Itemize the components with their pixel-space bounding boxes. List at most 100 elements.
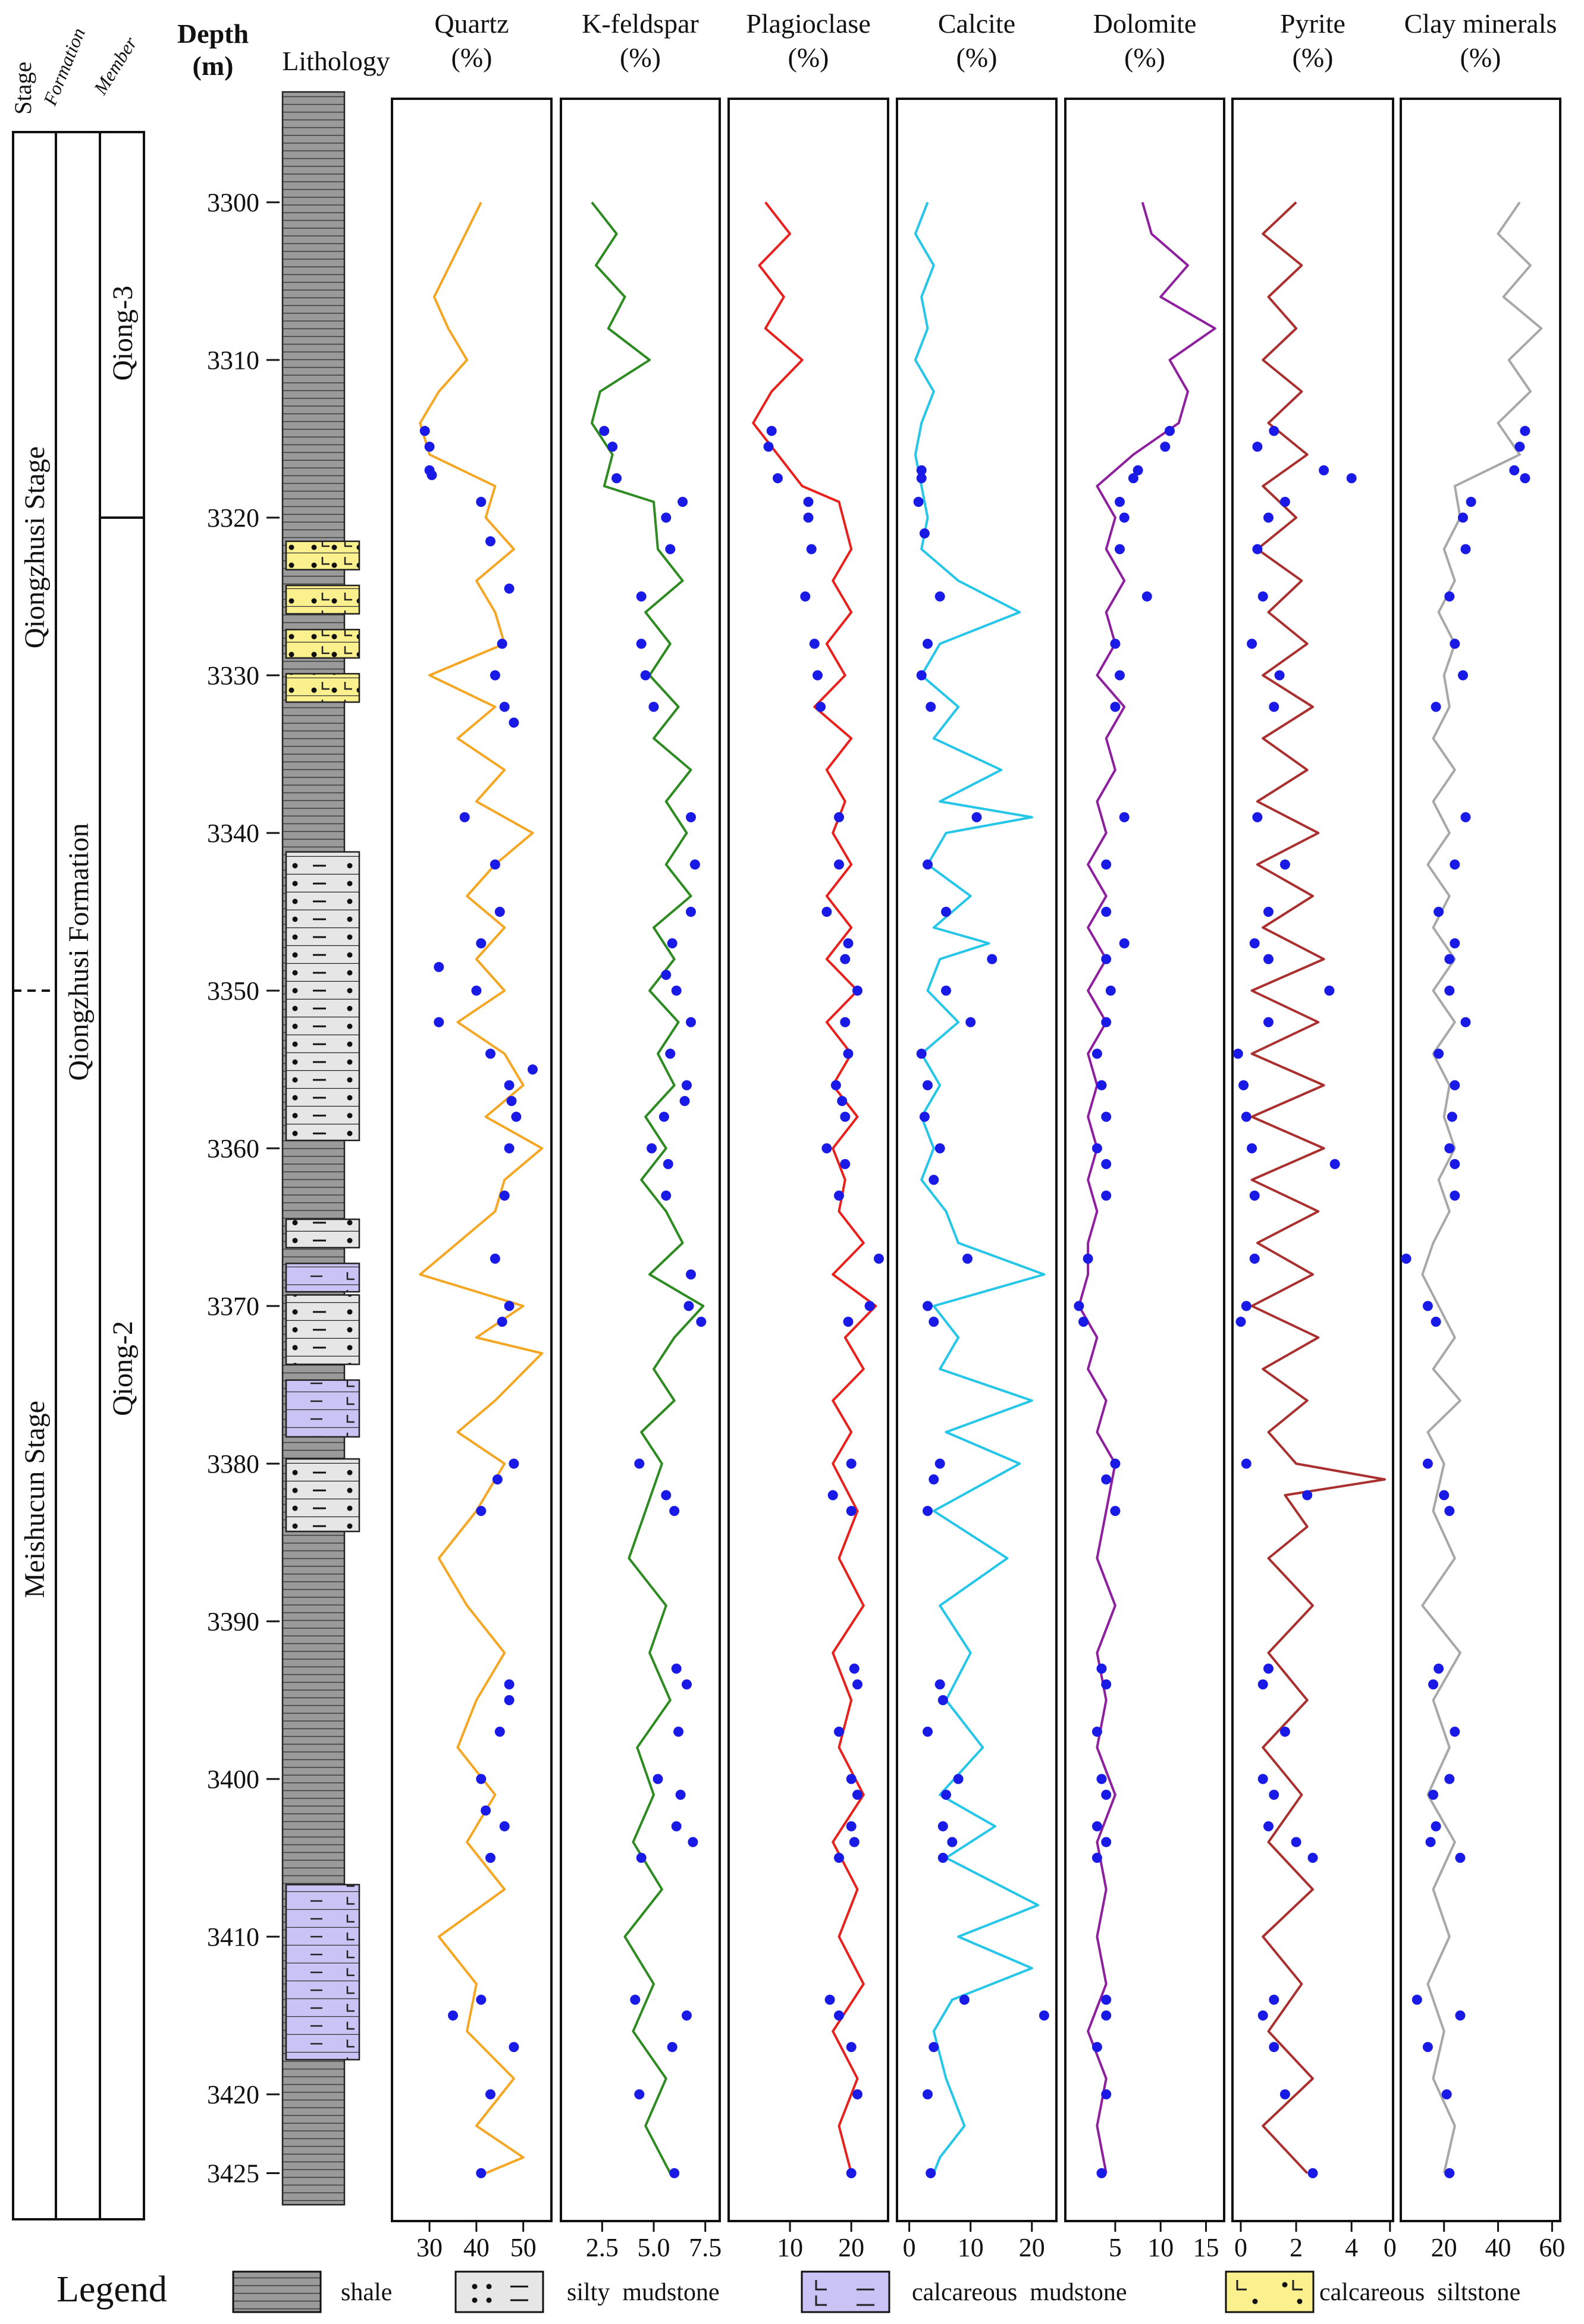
member-upper-label: Qiong-3	[107, 286, 139, 381]
sample-point-plagioclase-16	[840, 1017, 851, 1028]
sample-point-k-feldspar-13	[667, 938, 677, 948]
sample-point-quartz-28	[509, 1458, 519, 1469]
sample-point-plagioclase-24	[874, 1254, 884, 1264]
lithology-column	[281, 91, 360, 2206]
sample-point-k-feldspar-27	[634, 1458, 645, 1469]
panel-frame-pyrite	[1231, 98, 1394, 2222]
sample-point-pyrite-30	[1257, 1679, 1268, 1690]
panel-title-dolomite: Dolomite	[1093, 8, 1197, 39]
sample-point-pyrite-5	[1263, 512, 1274, 523]
sample-point-calcite-27	[923, 1727, 933, 1737]
sample-point-pyrite-23	[1249, 1191, 1260, 1201]
lithology-shale-column	[281, 91, 346, 2206]
sample-point-clay-minerals-6	[1460, 544, 1471, 555]
sample-point-k-feldspar-2	[611, 473, 622, 484]
depth-header: Depth	[177, 18, 249, 49]
sample-point-clay-minerals-1	[1514, 441, 1525, 452]
sample-point-pyrite-29	[1263, 1664, 1274, 1674]
sample-point-quartz-6	[504, 583, 515, 594]
sample-point-quartz-32	[504, 1695, 515, 1705]
sample-point-clay-minerals-8	[1450, 638, 1460, 649]
panel-unit-dolomite: (%)	[1124, 42, 1165, 73]
sample-point-pyrite-7	[1257, 591, 1268, 602]
stratigraphy-columns	[12, 131, 145, 2220]
sample-point-clay-minerals-32	[1450, 1727, 1460, 1737]
sample-point-dolomite-38	[1101, 1994, 1112, 2005]
sample-point-plagioclase-29	[846, 1506, 857, 1516]
sample-point-calcite-17	[934, 1143, 945, 1154]
sample-point-k-feldspar-0	[599, 425, 610, 436]
sample-point-dolomite-41	[1101, 2089, 1112, 2100]
x-tick-label-pyrite-2: 4	[1345, 2233, 1358, 2262]
sample-point-k-feldspar-25	[683, 1301, 694, 1311]
sample-point-clay-minerals-26	[1431, 1317, 1441, 1327]
sample-point-pyrite-17	[1263, 1017, 1274, 1028]
sample-point-plagioclase-37	[834, 1853, 844, 1863]
sample-point-calcite-37	[926, 2168, 936, 2178]
sample-point-plagioclase-3	[803, 497, 814, 507]
sample-point-clay-minerals-29	[1444, 1506, 1455, 1516]
sample-point-clay-minerals-5	[1458, 512, 1468, 523]
sample-point-calcite-28	[953, 1774, 964, 1784]
panel-k-feldspar: K-feldspar(%) 2.5 5.0 7.5	[560, 8, 722, 2262]
sample-point-calcite-21	[929, 1317, 939, 1327]
sample-point-calcite-3	[919, 528, 930, 538]
sample-point-pyrite-8	[1247, 638, 1257, 649]
sample-point-plagioclase-1	[763, 441, 774, 452]
sample-point-quartz-0	[419, 425, 430, 436]
sample-point-quartz-4	[476, 497, 487, 507]
sample-point-quartz-23	[504, 1143, 515, 1154]
sample-point-clay-minerals-25	[1422, 1301, 1433, 1311]
sample-point-k-feldspar-1	[607, 441, 618, 452]
panel-unit-k-feldspar: (%)	[620, 42, 661, 73]
panel-pyrite: Pyrite(%) 0 2 4	[1231, 8, 1394, 2262]
sample-point-quartz-37	[485, 1853, 495, 1863]
x-tick-label-calcite-0: 0	[903, 2233, 916, 2262]
sample-point-dolomite-0	[1165, 425, 1175, 436]
x-tick-label-clay-minerals-0: 0	[1384, 2233, 1397, 2262]
mineral-panels: Quartz(%)30 40 50K-feldspar(%)2.5 5.0 7.5Pla…	[391, 8, 1565, 2262]
sample-point-calcite-14	[916, 1048, 927, 1059]
sample-point-plagioclase-7	[809, 638, 820, 649]
sample-point-k-feldspar-19	[679, 1096, 690, 1106]
sample-point-quartz-36	[499, 1821, 510, 1831]
legend: Legend shale silty mudstone calcareous m…	[57, 2269, 1520, 2313]
legend-label-silty-mudstone: silty mudstone	[567, 2279, 720, 2306]
sample-point-dolomite-26	[1078, 1317, 1089, 1327]
x-tick-label-dolomite-0: 5	[1109, 2233, 1122, 2262]
legend-label-shale: shale	[341, 2279, 392, 2306]
sample-point-pyrite-1	[1252, 441, 1263, 452]
legend-label-calcareous-siltstone: calcareous siltstone	[1319, 2279, 1520, 2306]
sample-point-k-feldspar-28	[661, 1490, 672, 1501]
profile-line-quartz	[419, 202, 544, 2175]
x-tick-label-dolomite-1: 10	[1147, 2233, 1174, 2262]
sample-point-quartz-34	[476, 1774, 487, 1784]
profile-line-plagioclase	[752, 201, 877, 2174]
profile-line-dolomite	[1077, 202, 1216, 2173]
sample-point-pyrite-39	[1269, 2042, 1279, 2052]
panel-frame-calcite	[896, 98, 1058, 2222]
depth-tick-label-3350: 3350	[207, 976, 259, 1006]
sample-point-pyrite-34	[1263, 1821, 1274, 1831]
sample-point-k-feldspar-7	[636, 638, 647, 649]
sample-point-plagioclase-35	[846, 1821, 857, 1831]
x-tick-label-k-feldspar-2: 7.5	[689, 2233, 722, 2262]
sample-point-k-feldspar-42	[669, 2168, 680, 2178]
sample-point-pyrite-32	[1257, 1774, 1268, 1784]
sample-point-clay-minerals-41	[1441, 2089, 1452, 2100]
sample-point-plagioclase-2	[773, 473, 783, 484]
sample-point-pyrite-11	[1252, 812, 1263, 822]
sample-point-quartz-22	[511, 1111, 522, 1122]
depth-tick-label-3330: 3330	[207, 661, 259, 690]
sample-point-plagioclase-21	[821, 1143, 832, 1154]
x-tick-label-k-feldspar-0: 2.5	[586, 2233, 619, 2262]
sample-point-k-feldspar-23	[661, 1191, 672, 1201]
sample-point-dolomite-2	[1133, 465, 1143, 475]
panel-unit-plagioclase: (%)	[788, 42, 829, 73]
sample-point-pyrite-14	[1249, 938, 1260, 948]
sample-point-quartz-25	[490, 1254, 500, 1264]
lithology-bed-6	[285, 1263, 360, 1293]
sample-point-k-feldspar-36	[688, 1837, 698, 1847]
sample-point-clay-minerals-39	[1455, 2010, 1466, 2021]
sample-point-clay-minerals-22	[1450, 1159, 1460, 1169]
